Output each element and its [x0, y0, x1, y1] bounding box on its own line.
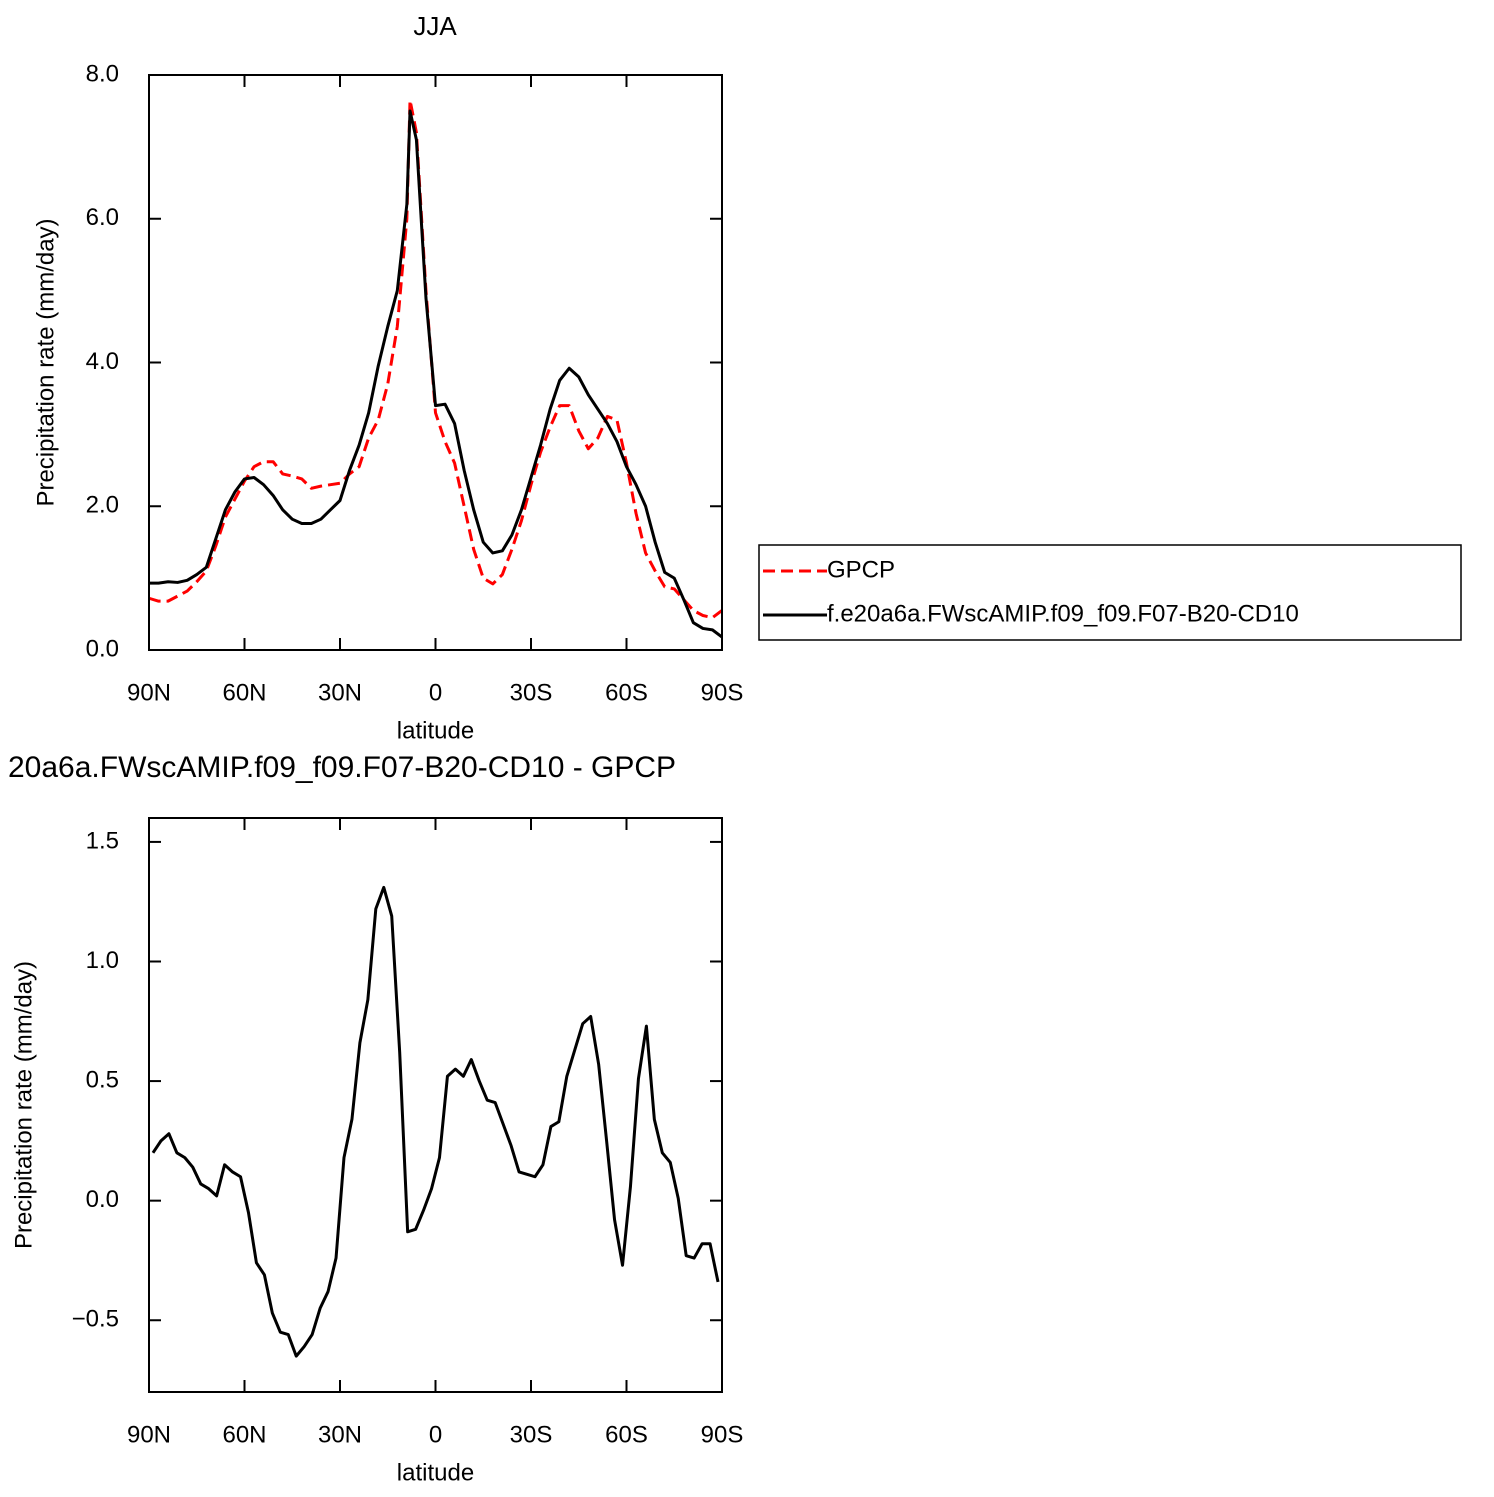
data-line [149, 109, 723, 639]
y-tick-label: 0.0 [86, 1186, 119, 1213]
x-tick-label: 30S [510, 1421, 553, 1448]
y-axis-label: Precipitation rate (mm/day) [32, 218, 59, 506]
x-axis-label: latitude [397, 1459, 474, 1486]
x-tick-label: 0 [429, 679, 442, 706]
y-tick-label: 8.0 [86, 60, 119, 87]
x-tick-label: 90N [127, 679, 171, 706]
y-tick-label: 1.5 [86, 827, 119, 854]
x-tick-label: 30N [318, 1421, 362, 1448]
x-tick-label: 90S [701, 679, 744, 706]
x-tick-label: 60N [222, 1421, 266, 1448]
y-tick-label: 6.0 [86, 204, 119, 231]
y-tick-label: −0.5 [72, 1306, 119, 1333]
data-line [148, 98, 723, 620]
x-tick-label: 90N [127, 1421, 171, 1448]
y-tick-label: 1.0 [86, 947, 119, 974]
x-axis-label: latitude [397, 717, 474, 744]
y-axis-label: Precipitation rate (mm/day) [10, 961, 37, 1249]
chart-title: JJA [413, 11, 457, 41]
legend-box [758, 544, 1462, 641]
x-tick-label: 60S [605, 679, 648, 706]
x-tick-label: 90S [701, 1421, 744, 1448]
x-tick-label: 30S [510, 679, 553, 706]
y-tick-label: 4.0 [86, 348, 119, 375]
y-tick-label: 0.5 [86, 1066, 119, 1093]
plot-frame [148, 74, 723, 651]
y-tick-label: 2.0 [86, 492, 119, 519]
x-tick-label: 60N [222, 679, 266, 706]
data-line [151, 885, 720, 1358]
x-tick-label: 0 [429, 1421, 442, 1448]
legend-label: GPCP [827, 556, 895, 583]
chart-title: 20a6a.FWscAMIP.f09_f09.F07-B20-CD10 - GP… [8, 751, 676, 784]
y-tick-label: 0.0 [86, 635, 119, 662]
x-tick-label: 30N [318, 679, 362, 706]
plot-frame [148, 817, 723, 1393]
legend-label: f.e20a6a.FWscAMIP.f09_f09.F07-B20-CD10 [827, 600, 1299, 627]
x-tick-label: 60S [605, 1421, 648, 1448]
